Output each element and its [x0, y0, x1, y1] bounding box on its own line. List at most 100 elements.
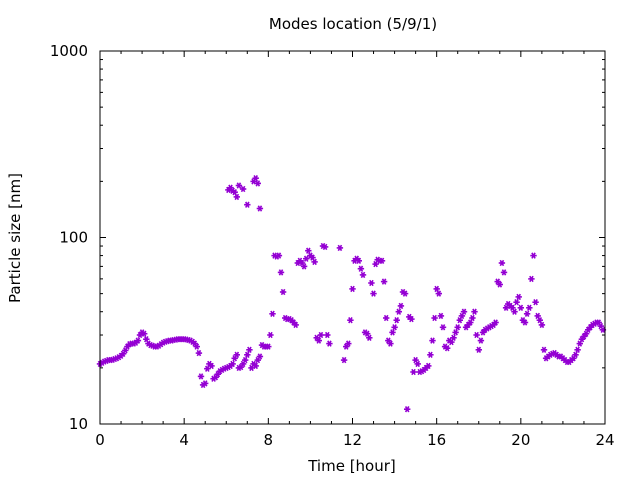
- data-point: [425, 362, 432, 370]
- data-point: [229, 360, 236, 368]
- data-point: [244, 351, 251, 358]
- data-point: [500, 269, 508, 276]
- data-point: [404, 406, 411, 413]
- data-point: [336, 244, 344, 252]
- y-tick-label: 10: [69, 415, 88, 433]
- data-point: [572, 351, 579, 358]
- data-point: [393, 317, 400, 324]
- data-point: [517, 304, 524, 311]
- x-tick-label: 16: [427, 431, 446, 449]
- data-point: [469, 314, 476, 322]
- data-point: [359, 271, 367, 279]
- data-point: [473, 331, 480, 339]
- data-point: [233, 351, 241, 358]
- data-point: [235, 182, 243, 189]
- data-point: [326, 340, 333, 347]
- data-point: [349, 285, 356, 293]
- data-point: [532, 299, 539, 306]
- data-point: [439, 324, 447, 331]
- data-point: [204, 365, 211, 372]
- data-point: [526, 304, 533, 311]
- data-point: [300, 263, 308, 270]
- data-point: [523, 310, 531, 317]
- data-point: [241, 356, 249, 364]
- data-point: [454, 324, 461, 331]
- x-tick-label: 4: [179, 431, 189, 449]
- data-point: [364, 330, 371, 337]
- data-point: [427, 351, 434, 358]
- plot-frame: [99, 50, 606, 425]
- data-point: [511, 308, 518, 315]
- data-point: [246, 346, 253, 353]
- data-point: [292, 321, 299, 329]
- data-point: [521, 319, 529, 326]
- data-point: [383, 314, 390, 322]
- data-point: [366, 334, 373, 341]
- data-point: [254, 180, 261, 187]
- data-point: [357, 265, 365, 272]
- y-tick-label: 1000: [50, 42, 88, 60]
- data-point: [321, 243, 329, 251]
- x-tick-label: 20: [511, 431, 530, 449]
- axis-ticks: [99, 51, 606, 425]
- x-tick-label: 8: [264, 431, 274, 449]
- data-point: [515, 293, 522, 301]
- data-point: [574, 346, 581, 353]
- data-point: [279, 288, 287, 296]
- data-point: [370, 290, 377, 297]
- data-point: [140, 330, 148, 337]
- data-point: [492, 319, 499, 326]
- data-point: [267, 331, 274, 339]
- data-point: [414, 360, 421, 368]
- data-point: [528, 275, 535, 283]
- data-point: [408, 315, 415, 323]
- data-point: [317, 331, 325, 339]
- data-point: [412, 356, 419, 364]
- data-point: [201, 380, 209, 387]
- data-point: [433, 285, 440, 293]
- data-point: [345, 340, 352, 347]
- data-point: [252, 175, 259, 182]
- data-point: [197, 373, 205, 380]
- data-point: [195, 349, 203, 357]
- x-tick-label: 0: [95, 431, 105, 449]
- x-tick-label: 24: [595, 431, 614, 449]
- data-point: [277, 269, 285, 276]
- data-point: [496, 281, 503, 288]
- data-point: [265, 343, 272, 350]
- data-point: [387, 340, 394, 347]
- data-point: [311, 258, 318, 266]
- data-point: [477, 337, 485, 344]
- data-point: [471, 308, 478, 315]
- data-point: [450, 334, 457, 341]
- data-point: [305, 247, 312, 254]
- y-axis-label: Particle size [nm]: [6, 173, 24, 303]
- data-point: [498, 259, 506, 267]
- data-point: [275, 252, 283, 259]
- axis-tick-labels: 0 4 8 12 16 20 24 10 100 1000: [50, 42, 615, 449]
- y-tick-label: 100: [59, 229, 88, 247]
- data-point: [193, 343, 201, 350]
- data-point: [576, 340, 583, 347]
- data-point: [378, 257, 386, 264]
- data-point: [244, 201, 251, 208]
- x-axis-label: Time [hour]: [307, 457, 396, 475]
- data-points: [96, 175, 607, 413]
- data-point: [208, 362, 215, 370]
- data-point: [530, 252, 537, 259]
- data-point: [395, 308, 402, 315]
- data-point: [256, 353, 264, 360]
- data-point: [233, 193, 241, 201]
- data-point: [239, 185, 247, 193]
- data-point: [401, 290, 409, 297]
- data-point: [452, 329, 459, 336]
- data-point: [435, 290, 442, 297]
- data-point: [315, 337, 322, 344]
- data-point: [380, 278, 388, 285]
- data-point: [355, 257, 362, 264]
- data-point: [429, 337, 436, 344]
- data-point: [410, 368, 417, 376]
- data-point: [252, 362, 259, 370]
- data-point: [397, 302, 405, 310]
